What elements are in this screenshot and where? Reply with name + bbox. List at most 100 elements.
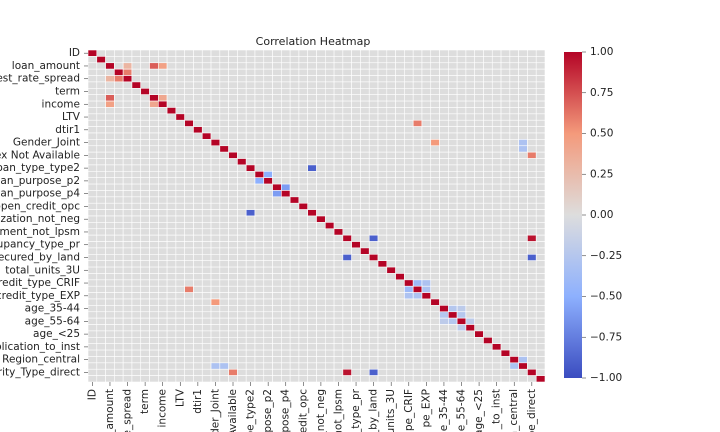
heatmap-cell xyxy=(289,75,300,83)
heatmap-cell xyxy=(518,260,528,268)
heatmap-cell xyxy=(193,107,203,115)
heatmap-cell xyxy=(219,164,229,172)
heatmap-cell xyxy=(201,266,212,274)
heatmap-cell xyxy=(351,260,361,268)
heatmap-cell xyxy=(421,126,432,134)
heatmap-cell xyxy=(281,368,291,376)
heatmap-cell xyxy=(360,145,370,153)
heatmap-cell xyxy=(474,266,484,274)
heatmap-cell xyxy=(386,311,396,319)
heatmap-cell xyxy=(122,88,133,95)
heatmap-cell xyxy=(483,292,493,300)
heatmap-cell xyxy=(193,202,203,210)
heatmap-cell xyxy=(237,75,247,83)
heatmap-cell xyxy=(201,209,212,217)
heatmap-cell xyxy=(96,113,106,121)
heatmap-cell xyxy=(474,75,484,83)
heatmap-cell xyxy=(201,196,212,204)
heatmap-cell xyxy=(184,94,194,102)
heatmap-cell xyxy=(421,107,432,115)
heatmap-cell xyxy=(245,349,256,357)
heatmap-cell xyxy=(237,183,247,191)
heatmap-cell xyxy=(122,94,133,102)
heatmap-cell xyxy=(298,119,309,127)
heatmap-cell xyxy=(448,343,458,351)
heatmap-cell xyxy=(456,164,467,172)
heatmap-cell xyxy=(491,292,502,300)
heatmap-cell xyxy=(131,164,142,172)
heatmap-cell xyxy=(245,215,256,223)
heatmap-cell xyxy=(237,49,247,57)
heatmap-cell xyxy=(535,119,546,127)
heatmap-cell xyxy=(281,228,291,236)
heatmap-cell xyxy=(289,247,300,255)
heatmap-cell xyxy=(404,75,414,83)
heatmap-cell xyxy=(245,285,256,293)
heatmap-cell xyxy=(535,228,546,236)
heatmap-cell xyxy=(448,317,458,325)
heatmap-cell xyxy=(351,279,361,287)
heatmap-cell xyxy=(96,56,106,64)
heatmap-cell xyxy=(210,139,221,147)
heatmap-cell xyxy=(96,343,106,351)
heatmap-cell xyxy=(201,260,212,268)
heatmap-cell xyxy=(149,68,159,76)
heatmap-cell xyxy=(281,107,291,115)
heatmap-cell xyxy=(114,362,124,370)
heatmap-cell xyxy=(465,368,475,376)
heatmap-cell xyxy=(298,202,309,210)
heatmap-cell xyxy=(254,298,265,306)
heatmap-cell xyxy=(351,132,361,140)
heatmap-cell xyxy=(527,119,537,127)
heatmap-cell xyxy=(254,94,265,102)
heatmap-cell xyxy=(439,368,449,376)
heatmap-cell xyxy=(491,171,502,178)
heatmap-cell xyxy=(149,356,159,364)
heatmap-cell xyxy=(527,202,537,210)
heatmap-cell xyxy=(535,49,546,57)
heatmap-cell xyxy=(307,183,317,191)
heatmap-cell xyxy=(210,158,221,166)
heatmap-cell xyxy=(491,62,502,70)
heatmap-cell xyxy=(219,285,229,293)
heatmap-cell xyxy=(465,247,475,255)
heatmap-cell xyxy=(333,171,344,178)
heatmap-cell xyxy=(421,343,432,351)
heatmap-cell xyxy=(448,362,458,370)
heatmap-cell xyxy=(351,368,361,376)
heatmap-cell xyxy=(386,171,396,178)
heatmap-cell xyxy=(263,222,273,230)
heatmap-cell xyxy=(228,375,238,383)
heatmap-cell xyxy=(518,75,528,83)
heatmap-cell xyxy=(245,311,256,319)
heatmap-cell xyxy=(412,317,423,325)
heatmap-cell xyxy=(184,285,194,293)
heatmap-cell xyxy=(509,132,519,140)
heatmap-cell xyxy=(535,222,546,230)
heatmap-cell xyxy=(535,158,546,166)
heatmap-cell xyxy=(500,222,511,230)
heatmap-cell xyxy=(122,285,133,293)
heatmap-cell xyxy=(333,279,344,287)
heatmap-cell xyxy=(527,171,537,178)
heatmap-cell xyxy=(518,68,528,76)
heatmap-cell xyxy=(122,145,133,153)
heatmap-cell xyxy=(509,375,519,383)
heatmap-cell xyxy=(114,324,124,332)
heatmap-cell xyxy=(509,164,519,172)
heatmap-cell xyxy=(237,196,247,204)
heatmap-cell xyxy=(386,132,396,140)
heatmap-cell xyxy=(386,298,396,306)
heatmap-cell xyxy=(316,190,326,198)
heatmap-cell xyxy=(439,362,449,370)
heatmap-cell xyxy=(166,107,177,115)
heatmap-cell xyxy=(342,196,352,204)
heatmap-cell xyxy=(324,305,335,313)
heatmap-cell xyxy=(368,222,379,230)
heatmap-cell xyxy=(175,349,185,357)
heatmap-cell xyxy=(351,190,361,198)
x-tick-label: n_central xyxy=(508,389,520,432)
heatmap-cell xyxy=(219,247,229,255)
heatmap-cell xyxy=(324,56,335,64)
heatmap-cell xyxy=(131,126,142,134)
